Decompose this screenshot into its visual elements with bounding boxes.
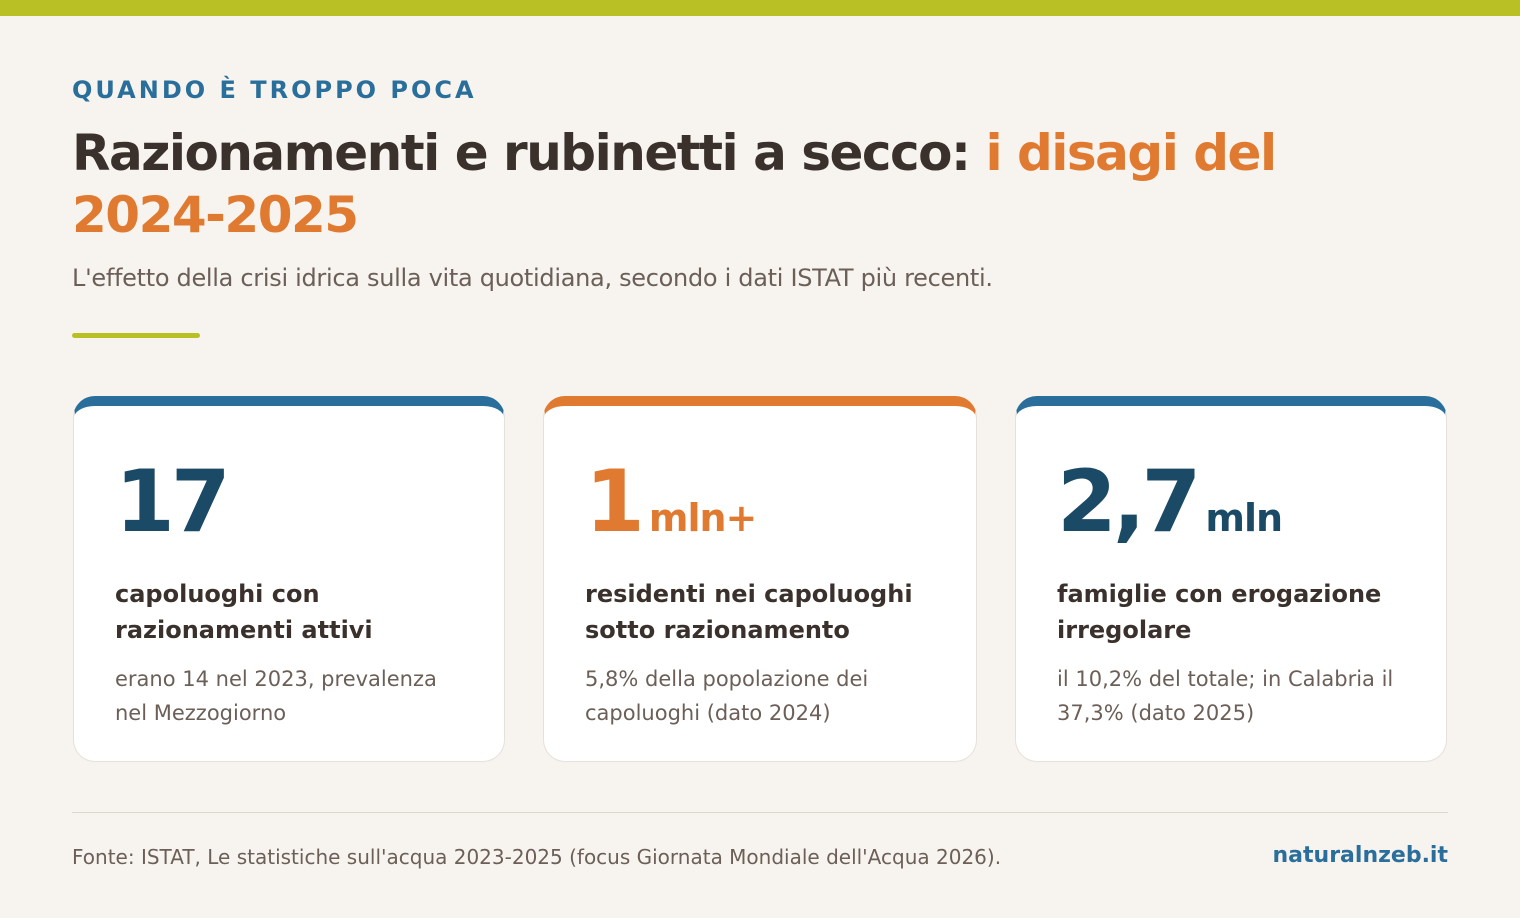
source: Fonte: ISTAT, Le statistiche sull'acqua … — [72, 845, 1002, 869]
stat-value: 17 — [115, 452, 231, 552]
accent-rule — [72, 333, 200, 338]
stat-card: 17 capoluoghi con razionamenti attivi eran… — [73, 396, 505, 762]
kicker: QUANDO È TROPPO POCA — [72, 76, 477, 104]
subtitle: L'effetto della crisi idrica sulla vita … — [72, 264, 993, 292]
stat-figure: 17 — [115, 454, 464, 550]
top-bar — [0, 0, 1520, 16]
stat-value: 1 — [585, 452, 645, 552]
title-accent: i disagi del 2024-2025 — [72, 124, 1277, 244]
title-main: Razionamenti e rubinetti a secco: — [72, 124, 986, 182]
stat-value: 2,7 — [1057, 452, 1201, 552]
stat-figure: 1 mln+ — [585, 454, 936, 550]
stat-figure: 2,7 mln — [1057, 454, 1406, 550]
stat-card: 1 mln+ residenti nei capoluoghi sotto razi… — [543, 396, 977, 762]
brand: naturalnzeb.it — [1272, 843, 1448, 868]
stat-note: 5,8% della popolazione dei capoluoghi (d… — [585, 667, 869, 725]
stat-unit: mln+ — [648, 496, 758, 540]
divider — [72, 812, 1448, 813]
stat-note: il 10,2% del totale; in Calabria il 37,3… — [1057, 667, 1394, 725]
title: Razionamenti e rubinetti a secco: i disa… — [72, 122, 1412, 246]
stat-unit: mln — [1205, 496, 1283, 540]
stat-label: famiglie con erogazione irregolare — [1057, 580, 1382, 644]
stat-label: capoluoghi con razionamenti attivi — [115, 580, 373, 644]
stat-card: 2,7 mln famiglie con erogazione irregolare… — [1015, 396, 1447, 762]
stat-note: erano 14 nel 2023, prevalenza nel Mezzog… — [115, 667, 437, 725]
stat-label: residenti nei capoluoghi sotto razioname… — [585, 580, 913, 644]
